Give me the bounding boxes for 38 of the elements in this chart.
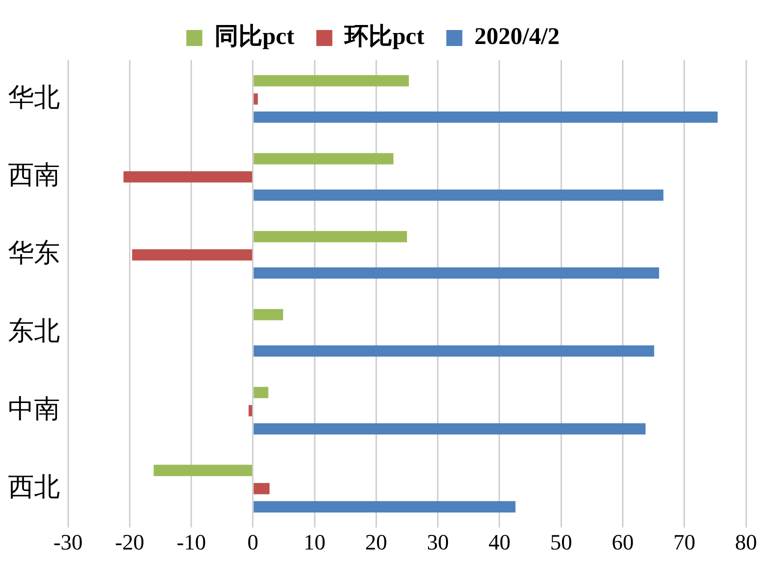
x-tick-label: 0 [247, 530, 258, 555]
x-tick-label: 10 [304, 530, 326, 555]
x-tick-label: 80 [735, 530, 757, 555]
bar [254, 93, 258, 105]
bar [254, 231, 407, 242]
x-tick-label: 50 [550, 530, 572, 555]
legend-label: 同比pct [214, 23, 294, 50]
y-tick-label: 西北 [8, 472, 60, 502]
bar [123, 171, 252, 183]
x-tick-label: 70 [673, 530, 696, 555]
x-tick-label: 30 [426, 530, 449, 555]
y-tick-label: 中南 [8, 394, 60, 424]
x-tick-label: 40 [488, 530, 510, 555]
bar [254, 308, 284, 320]
y-tick-label: 西南 [8, 160, 60, 190]
y-tick-label: 华东 [8, 238, 60, 268]
bar [254, 112, 718, 123]
bar [254, 153, 394, 164]
bar [254, 482, 270, 494]
bar [254, 267, 660, 279]
legend-label: 2020/4/2 [474, 24, 560, 50]
bar [254, 501, 516, 512]
x-tick-label: -20 [114, 530, 144, 555]
bar [254, 423, 646, 435]
bar [254, 345, 654, 357]
legend-label: 环比pct [343, 23, 424, 50]
y-tick-label: 华北 [8, 82, 60, 112]
bar [154, 464, 252, 476]
x-tick-label: 20 [365, 530, 388, 555]
y-tick-label: 东北 [8, 316, 60, 346]
x-tick-label: -30 [53, 530, 83, 555]
x-tick-label: 60 [612, 530, 634, 555]
bar [254, 386, 268, 398]
bar [254, 75, 409, 86]
bar [248, 405, 252, 416]
bar [132, 249, 252, 260]
x-tick-label: -10 [176, 530, 206, 555]
bar [254, 189, 664, 201]
